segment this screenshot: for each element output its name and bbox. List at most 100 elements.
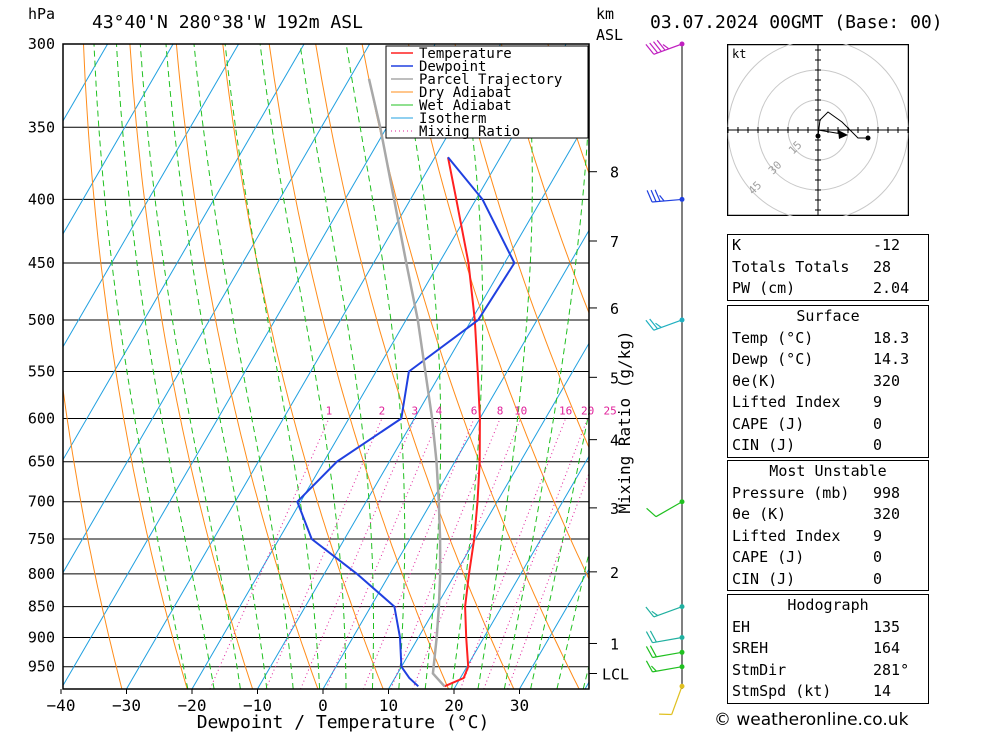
wind-barb-flag (650, 189, 657, 202)
pressure-tick-label: 300 (28, 35, 55, 53)
mixing-ratio-line (362, 418, 475, 689)
height-tick-label: LCL (602, 666, 629, 684)
wind-barb-flag (649, 42, 659, 54)
wind-barb-staff (653, 319, 683, 331)
mixing-ratio-label: 6 (471, 405, 478, 418)
mu-theta-label: θe (K) (732, 505, 787, 523)
copyright-link[interactable]: © weatheronline.co.uk (714, 710, 909, 730)
storm-motion-vector (817, 129, 843, 135)
wind-barb-staff (652, 198, 683, 203)
height-unit-label: km (596, 5, 615, 23)
isotherm-line (453, 455, 589, 689)
dry-adiabat-line (129, 44, 254, 689)
isotherm-line (191, 44, 567, 689)
wet-adiabat-line (259, 44, 347, 689)
wind-barb (646, 189, 685, 203)
pressure-tick-label: 650 (28, 453, 55, 471)
wet-adiabat-line (116, 44, 215, 689)
dry-adiabat-line (268, 44, 449, 689)
pressure-tick-label: 500 (28, 311, 55, 329)
temperature-tick-label: 20 (444, 696, 463, 715)
hodograph-end-point (865, 135, 871, 141)
most-unstable-title: Most Unstable (769, 462, 887, 480)
x-axis-label: Dewpoint / Temperature (°C) (197, 712, 490, 733)
height-tick-label: 3 (610, 500, 619, 518)
temperature-tick-label: −40 (47, 696, 76, 715)
pressure-tick-label: 850 (28, 598, 55, 616)
legend-dry-adiabat: Dry Adiabat (419, 85, 512, 101)
height-tick-label: 4 (610, 432, 619, 450)
parcel-trajectory-line (367, 78, 446, 688)
temperature-line (444, 157, 481, 688)
legend-isotherm: Isotherm (419, 111, 486, 127)
wind-barb-flag (649, 318, 659, 330)
pressure-tick-label: 950 (28, 658, 55, 676)
hodograph-start-point (815, 133, 821, 139)
wind-barb-flag (655, 322, 662, 328)
mixing-ratio-label: 8 (497, 405, 504, 418)
legend-wet-adiabat: Wet Adiabat (419, 98, 512, 114)
dry-adiabat-line (315, 44, 515, 689)
pressure-tick-label: 550 (28, 363, 55, 381)
pressure-tick-label: 900 (28, 629, 55, 647)
surface-li-value: 9 (873, 393, 883, 411)
wind-barb-staff (652, 666, 683, 673)
totals-totals-value: 28 (873, 257, 892, 276)
height-tick-label: 6 (610, 300, 619, 318)
height-tick-label: 8 (610, 164, 619, 182)
surface-temp-value: 18.3 (873, 328, 910, 347)
height-tick-label: 5 (610, 369, 619, 387)
wind-barb-staff (652, 651, 683, 659)
storm-motion-arrowhead (838, 130, 848, 139)
temperature-tick-label: −10 (243, 696, 272, 715)
wind-barb-flag (646, 507, 657, 518)
dry-adiabat-line (966, 44, 1000, 689)
legend-temperature: Temperature (419, 46, 512, 62)
wind-barb (645, 630, 685, 644)
mu-cin-label: CIN (J) (732, 569, 796, 588)
temperature-tick-label: 10 (379, 696, 398, 715)
datetime-title: 03.07.2024 00GMT (Base: 00) (650, 12, 943, 33)
surface-cape-label: CAPE (J) (732, 414, 805, 433)
wind-barb-flag (653, 41, 662, 52)
location-title: 43°40'N 280°38'W 192m ASL (92, 12, 363, 33)
mixing-ratio-label: 1 (326, 405, 333, 418)
legend-parcel: Parcel Trajectory (419, 72, 562, 88)
wind-barb-staff (652, 636, 683, 644)
wind-barb (645, 604, 685, 618)
wind-barb-flag (662, 44, 670, 50)
wet-adiabat-line (503, 103, 589, 689)
wet-adiabat-line (451, 44, 484, 689)
wind-barb-flag (645, 44, 655, 55)
pressure-tick-label: 800 (28, 565, 55, 583)
mixing-ratio-label: 3 (411, 405, 418, 418)
wind-barb-staff (671, 686, 683, 715)
isotherm-line (63, 44, 436, 687)
height-tick-label: 1 (610, 636, 619, 654)
mixing-ratio-line (300, 418, 416, 689)
mu-li-value: 9 (873, 526, 883, 545)
dry-adiabat-line (63, 385, 123, 689)
wind-barb-flag (659, 195, 665, 202)
hodograph-trace (817, 111, 868, 139)
wind-barb-flag (645, 646, 654, 658)
k-index-label: K (732, 236, 742, 254)
wind-barb (645, 317, 685, 331)
wet-adiabat-line (93, 44, 189, 689)
surface-cape-value: 0 (873, 414, 883, 433)
surface-li-label: Lifted Index (732, 393, 841, 411)
wind-barb (645, 645, 685, 659)
mu-cin-value: 0 (873, 569, 883, 588)
mu-pressure-label: Pressure (mb) (732, 483, 850, 502)
wet-adiabat-line (299, 44, 374, 689)
wet-adiabat-line (399, 44, 442, 689)
mixing-ratio-label: 16 (559, 405, 572, 418)
stmspd-value: 14 (873, 682, 892, 700)
mixing-ratio-axis-label: Mixing Ratio (g/kg) (615, 330, 634, 513)
mu-cape-label: CAPE (J) (732, 548, 805, 566)
mixing-ratio-line (390, 418, 501, 689)
wind-barb-flag (645, 319, 655, 331)
isotherm-line (63, 44, 174, 235)
mixing-ratio-label: 20 (581, 405, 594, 418)
